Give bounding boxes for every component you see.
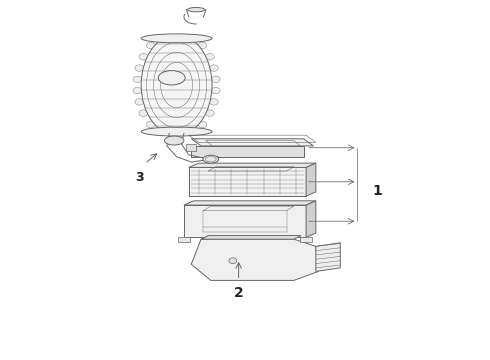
Ellipse shape — [139, 54, 148, 60]
Bar — [300, 237, 312, 242]
Text: 1: 1 — [372, 184, 382, 198]
Circle shape — [229, 258, 237, 264]
Ellipse shape — [205, 54, 214, 60]
Ellipse shape — [158, 71, 185, 85]
Polygon shape — [306, 163, 316, 196]
Ellipse shape — [198, 42, 207, 49]
Ellipse shape — [203, 155, 219, 163]
Ellipse shape — [141, 35, 212, 135]
Polygon shape — [316, 243, 340, 271]
Ellipse shape — [147, 42, 155, 49]
Ellipse shape — [135, 65, 144, 71]
Polygon shape — [184, 205, 306, 237]
Polygon shape — [184, 201, 316, 205]
Ellipse shape — [209, 65, 218, 71]
Ellipse shape — [139, 110, 148, 116]
Polygon shape — [189, 167, 306, 196]
Polygon shape — [186, 144, 196, 151]
Ellipse shape — [133, 76, 142, 82]
Ellipse shape — [205, 110, 214, 116]
Ellipse shape — [141, 127, 212, 136]
Bar — [178, 237, 190, 242]
Ellipse shape — [133, 87, 142, 94]
Ellipse shape — [164, 136, 184, 145]
Ellipse shape — [198, 121, 207, 128]
Ellipse shape — [135, 99, 144, 105]
Text: 3: 3 — [136, 171, 144, 184]
Ellipse shape — [141, 34, 212, 43]
Polygon shape — [191, 139, 314, 146]
Ellipse shape — [209, 99, 218, 105]
Ellipse shape — [147, 121, 155, 128]
Polygon shape — [201, 235, 301, 239]
Polygon shape — [191, 239, 318, 280]
Ellipse shape — [211, 76, 220, 82]
Text: 2: 2 — [234, 286, 244, 300]
Polygon shape — [189, 163, 316, 167]
Polygon shape — [306, 201, 316, 237]
Ellipse shape — [188, 8, 205, 12]
Polygon shape — [191, 146, 304, 157]
Ellipse shape — [211, 87, 220, 94]
